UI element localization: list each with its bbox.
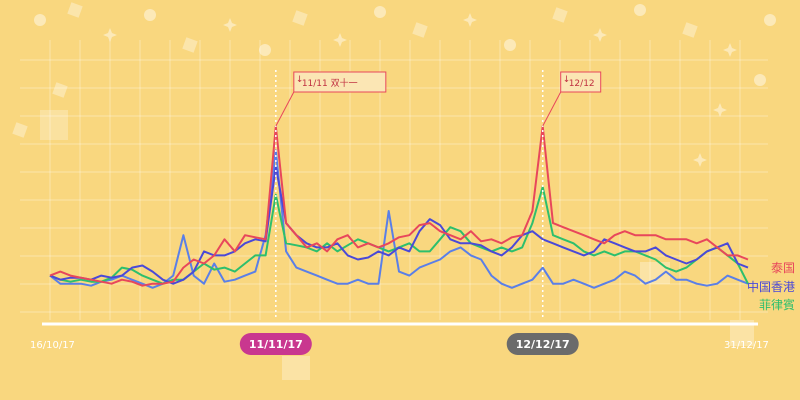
confetti-dot bbox=[144, 9, 156, 21]
confetti-dot bbox=[259, 44, 271, 56]
confetti-star bbox=[223, 18, 237, 32]
confetti-star bbox=[713, 103, 727, 117]
confetti-block bbox=[640, 262, 670, 284]
legend-label: 泰国 bbox=[771, 261, 795, 275]
series-line bbox=[49, 165, 749, 285]
confetti-square bbox=[182, 37, 198, 53]
callout-label: 11/11 双十一 bbox=[302, 77, 358, 89]
confetti-star bbox=[723, 43, 737, 57]
confetti-dot bbox=[504, 39, 516, 51]
confetti-dot bbox=[34, 14, 46, 26]
date-pill bbox=[506, 333, 579, 355]
date-pill bbox=[239, 333, 312, 355]
confetti-square bbox=[412, 22, 428, 38]
confetti-square bbox=[12, 122, 28, 138]
confetti-star bbox=[333, 33, 347, 47]
confetti-square bbox=[67, 2, 83, 18]
confetti-star bbox=[593, 28, 607, 42]
decorative-background bbox=[12, 2, 776, 380]
legend-label: 菲律賓 bbox=[759, 297, 795, 312]
x-tick-label-start: 16/10/17 bbox=[30, 340, 75, 351]
confetti-square bbox=[552, 7, 568, 23]
x-axis: 16/10/17 31/12/17 11/11/17 12/12/17 bbox=[30, 322, 769, 355]
confetti-dot bbox=[754, 74, 766, 86]
confetti-square bbox=[292, 10, 308, 26]
callout-arrow: ↓ bbox=[563, 75, 571, 85]
confetti-block bbox=[40, 110, 68, 140]
chart-grid bbox=[20, 40, 768, 320]
series-line bbox=[49, 125, 749, 287]
confetti-dot bbox=[634, 4, 646, 16]
confetti-star bbox=[463, 13, 477, 27]
x-tick-label-end: 31/12/17 bbox=[724, 340, 769, 351]
confetti-dot bbox=[374, 6, 386, 18]
confetti-block bbox=[282, 356, 310, 380]
callout-leader bbox=[275, 91, 295, 127]
legend-label: 中国香港 bbox=[747, 279, 795, 294]
callout-leader bbox=[542, 91, 562, 127]
confetti-dot bbox=[764, 14, 776, 26]
callout-box bbox=[560, 71, 602, 93]
confetti-square bbox=[682, 22, 698, 38]
chart-series bbox=[49, 125, 749, 289]
date-pill-label: 11/11/17 bbox=[249, 338, 303, 351]
confetti-star bbox=[693, 153, 707, 167]
callout-label: 12/12 bbox=[569, 79, 595, 89]
callout-arrow: ↓ bbox=[296, 75, 304, 85]
confetti-star bbox=[103, 28, 117, 42]
confetti-square bbox=[52, 82, 68, 98]
chart-annotations: 11/11 双十一↓ 12/12↓ bbox=[275, 70, 602, 318]
date-pill-label: 12/12/17 bbox=[516, 338, 570, 351]
callout-box bbox=[293, 71, 387, 93]
